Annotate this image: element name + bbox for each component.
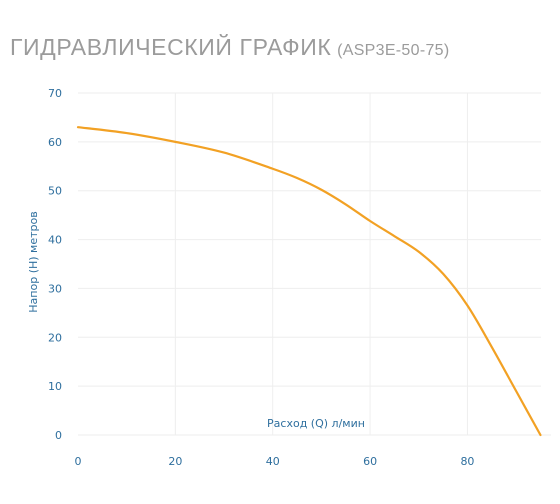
- y-tick-label: 0: [55, 429, 62, 442]
- y-tick-label: 10: [48, 380, 62, 393]
- tick-labels: 0 20 40 60 80 0 10 20 30 40 50 60 70: [48, 87, 474, 468]
- chart-title-main: ГИДРАВЛИЧЕСКИЙ ГРАФИК: [10, 34, 332, 60]
- x-tick-label: 60: [363, 455, 377, 468]
- y-axis-label: Напор (H) метров: [27, 211, 40, 312]
- chart-title: ГИДРАВЛИЧЕСКИЙ ГРАФИК (ASP3E-50-75): [10, 34, 450, 61]
- x-tick-label: 80: [460, 455, 474, 468]
- x-tick-label: 40: [266, 455, 280, 468]
- x-tick-label: 0: [75, 455, 82, 468]
- series-layer: [76, 126, 542, 437]
- grid-lines: [78, 92, 551, 436]
- y-tick-label: 30: [48, 282, 62, 295]
- series-line: [76, 126, 542, 437]
- y-tick-label: 70: [48, 87, 62, 100]
- y-tick-label: 20: [48, 331, 62, 344]
- y-tick-label: 40: [48, 234, 62, 247]
- chart-title-model: (ASP3E-50-75): [337, 42, 450, 59]
- x-tick-label: 20: [168, 455, 182, 468]
- y-tick-label: 60: [48, 136, 62, 149]
- y-tick-label: 50: [48, 185, 62, 198]
- x-axis-label: Расход (Q) л/мин: [267, 417, 365, 430]
